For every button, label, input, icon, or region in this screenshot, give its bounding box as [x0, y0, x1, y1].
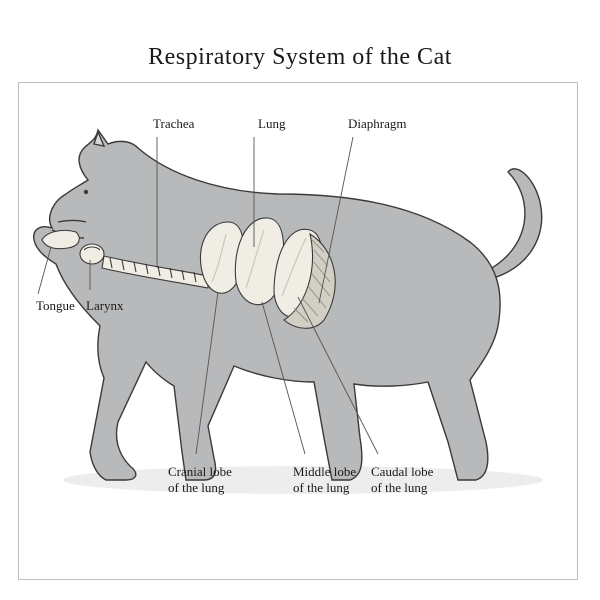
label-middle: Middle lobe of the lung [293, 464, 356, 497]
label-cranial: Cranial lobe of the lung [168, 464, 232, 497]
anatomy-diagram [18, 82, 578, 580]
label-caudal: Caudal lobe of the lung [371, 464, 433, 497]
label-trachea: Trachea [153, 116, 194, 132]
label-tongue: Tongue [36, 298, 75, 314]
label-diaphragm: Diaphragm [348, 116, 406, 132]
label-lung: Lung [258, 116, 285, 132]
diagram-title: Respiratory System of the Cat [0, 44, 600, 71]
label-larynx: Larynx [86, 298, 124, 314]
